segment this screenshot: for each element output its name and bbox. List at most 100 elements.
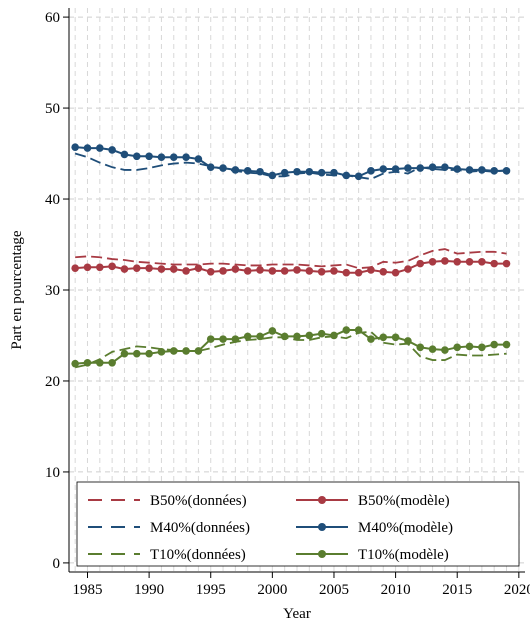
data-point	[206, 163, 215, 171]
series-5	[71, 326, 511, 368]
series-2	[74, 330, 507, 369]
data-point	[231, 335, 240, 343]
data-point	[453, 258, 462, 266]
data-point	[317, 268, 326, 276]
data-point	[96, 144, 104, 152]
data-point	[280, 332, 289, 341]
y-tick-label: 60	[45, 10, 60, 26]
data-point	[305, 267, 314, 275]
data-point	[354, 172, 363, 181]
data-point	[96, 358, 104, 367]
x-tick-label: 2020	[504, 582, 530, 598]
x-tick-label: 2010	[381, 582, 411, 598]
data-point	[268, 327, 277, 335]
data-point	[194, 155, 203, 163]
series-line	[74, 152, 507, 180]
data-point	[243, 332, 252, 341]
data-point	[206, 335, 215, 343]
data-point	[428, 258, 437, 266]
data-point	[317, 329, 326, 338]
data-point	[83, 263, 92, 272]
data-point	[169, 347, 178, 355]
data-point	[293, 266, 301, 274]
data-point	[404, 337, 412, 345]
x-tick-label: 2005	[319, 582, 349, 598]
data-point	[120, 265, 129, 273]
data-point	[391, 165, 400, 173]
y-tick-label: 20	[45, 374, 60, 390]
data-point	[490, 259, 498, 268]
data-point	[182, 153, 190, 161]
data-point	[367, 335, 375, 343]
data-point	[317, 168, 326, 177]
data-point	[404, 164, 412, 172]
data-point	[194, 347, 203, 355]
data-point	[182, 267, 190, 275]
data-point	[71, 359, 79, 368]
data-point	[157, 265, 166, 273]
data-point	[169, 153, 178, 161]
legend-item: B50%(modèle)	[296, 493, 450, 509]
data-point	[120, 349, 129, 358]
data-point	[219, 335, 227, 343]
data-point	[330, 331, 338, 340]
data-point	[268, 171, 277, 180]
data-point	[490, 167, 498, 175]
data-point	[157, 348, 166, 356]
data-point	[182, 347, 190, 355]
legend: B50%(données) M40%(données) T10%(données) B…	[76, 481, 520, 567]
data-point	[465, 258, 474, 266]
data-point	[132, 349, 141, 358]
legend-box	[76, 481, 520, 567]
x-tick-label: 1985	[72, 582, 102, 598]
data-point	[428, 163, 437, 171]
data-point	[219, 164, 227, 172]
data-point	[108, 262, 116, 271]
legend-label: T10%(données)	[150, 547, 246, 563]
data-point	[145, 349, 153, 358]
legend-item: M40%(données)	[88, 520, 250, 536]
data-point	[145, 264, 153, 272]
data-point	[441, 163, 449, 171]
data-point	[132, 264, 141, 272]
data-point	[441, 257, 449, 265]
data-point	[132, 152, 141, 161]
series-1	[74, 152, 507, 180]
data-point	[157, 153, 166, 161]
data-point	[441, 346, 449, 354]
data-point	[478, 258, 486, 266]
data-point	[453, 343, 462, 352]
data-point	[453, 165, 462, 173]
data-point	[280, 267, 289, 275]
y-tick-label: 30	[45, 283, 60, 299]
data-point	[490, 340, 498, 349]
series-line	[74, 330, 507, 369]
data-point	[280, 168, 289, 177]
legend-item: T10%(données)	[88, 547, 246, 563]
legend-item: B50%(données)	[88, 493, 247, 509]
data-point	[231, 166, 240, 174]
data-point	[465, 166, 474, 174]
legend-marker	[318, 550, 326, 558]
x-tick-label: 1990	[134, 582, 164, 598]
data-point	[342, 326, 351, 334]
data-point	[231, 265, 240, 273]
data-point	[256, 167, 264, 176]
data-point	[169, 265, 178, 273]
data-point	[391, 333, 400, 342]
legend-marker	[318, 496, 326, 504]
data-point	[416, 343, 425, 352]
data-point	[379, 165, 388, 173]
data-point	[83, 358, 92, 367]
y-axis-label: Part en pourcentage	[9, 230, 25, 349]
data-point	[71, 264, 79, 272]
data-point	[256, 266, 264, 274]
data-point	[243, 267, 252, 275]
data-point	[354, 268, 363, 277]
data-point	[478, 343, 486, 352]
grid	[69, 8, 525, 572]
data-point	[293, 332, 301, 341]
series-3	[71, 257, 511, 277]
data-point	[194, 264, 203, 272]
